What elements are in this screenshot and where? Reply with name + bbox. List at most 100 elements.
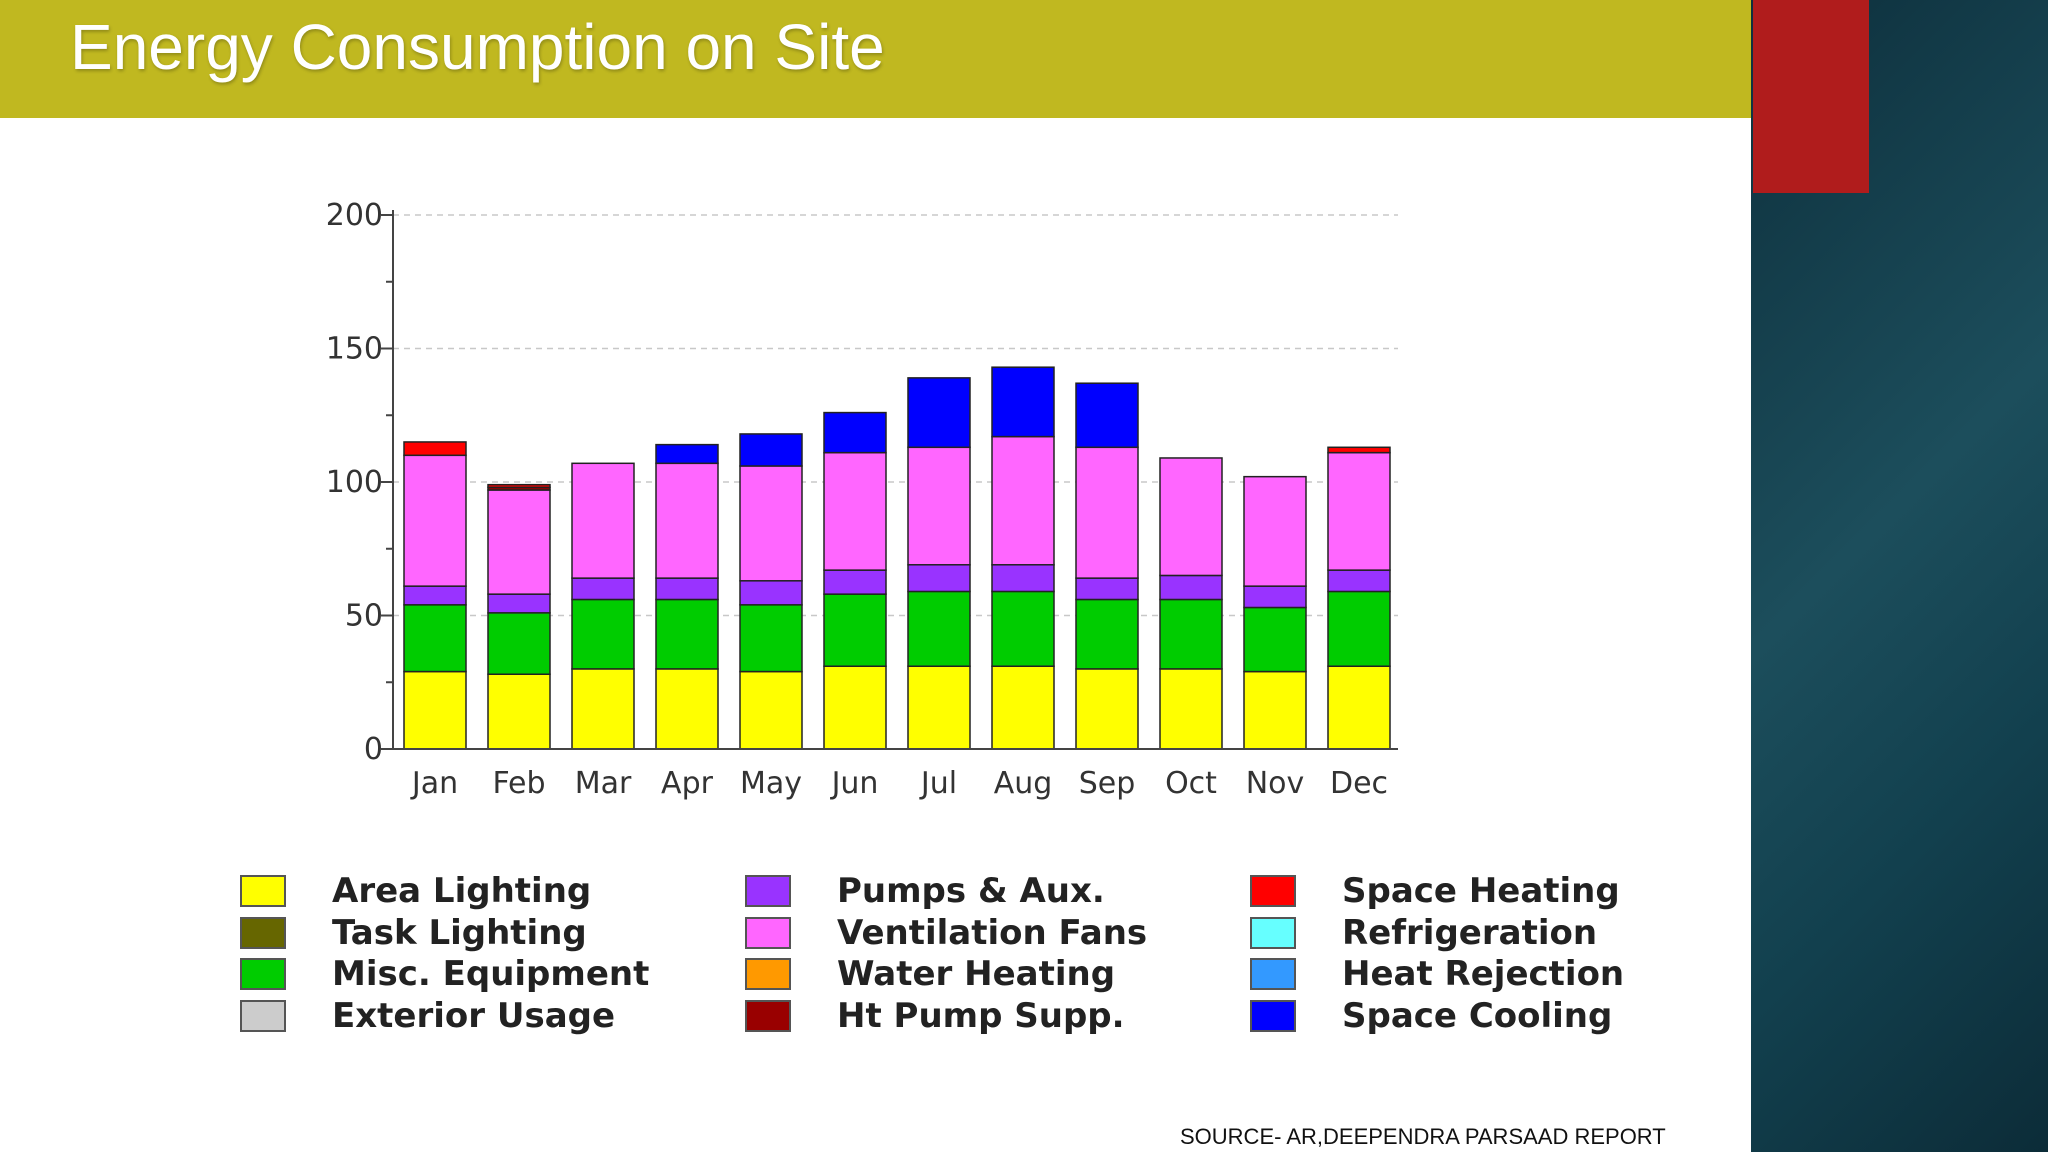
page-title: Energy Consumption on Site <box>70 11 885 83</box>
legend-label-exterior-usage: Exterior Usage <box>332 996 616 1036</box>
bar-segment-may-ventilation-fans <box>739 465 803 582</box>
bar-group-nov <box>1243 475 1307 750</box>
y-tick-label-150: 150 <box>326 332 383 367</box>
bar-group-aug <box>991 366 1055 750</box>
x-tick-label-jun: Jun <box>830 766 879 801</box>
bar-segment-feb-space-heating <box>487 483 551 489</box>
legend-swatch-exterior-usage <box>240 1000 286 1032</box>
bar-segment-jun-misc-equipment <box>823 593 887 667</box>
x-tick-label-apr: Apr <box>661 766 714 801</box>
bar-segment-jun-ventilation-fans <box>823 451 887 571</box>
bar-segment-dec-ventilation-fans <box>1327 451 1391 571</box>
bar-segment-sep-area-lighting <box>1075 668 1139 750</box>
bar-group-sep <box>1075 382 1139 750</box>
x-tick-label-jan: Jan <box>410 766 458 801</box>
x-tick-label-nov: Nov <box>1246 766 1305 801</box>
bar-segment-aug-area-lighting <box>991 665 1055 750</box>
bar-segment-feb-ventilation-fans <box>487 489 551 595</box>
bar-group-mar <box>571 462 635 750</box>
axes <box>381 210 1398 750</box>
bar-segment-feb-pumps-aux- <box>487 593 551 614</box>
legend-swatch-ht-pump-supp <box>745 1000 791 1032</box>
y-tick-labels: 0 50 100 150 200 <box>326 198 383 767</box>
legend-item-misc-equipment: Misc. Equipment <box>240 954 649 994</box>
legend-item-heat-rejection: Heat Rejection <box>1250 954 1625 994</box>
legend-label-ventilation-fans: Ventilation Fans <box>837 913 1148 953</box>
grid <box>393 214 1398 617</box>
legend-swatch-pumps-aux <box>745 875 791 907</box>
x-tick-label-dec: Dec <box>1330 766 1388 801</box>
legend-item-space-heating: Space Heating <box>1250 871 1620 911</box>
legend-swatch-heat-rejection <box>1250 958 1296 990</box>
bar-group-may <box>739 433 803 750</box>
stacked-bar-chart: 0 50 100 150 200 Jan Feb Mar Apr May Jun Jul Aug Sep… <box>326 198 1398 801</box>
bar-segment-jan-misc-equipment <box>403 604 467 673</box>
bar-group-oct <box>1159 457 1223 750</box>
source-note: SOURCE- AR,DEEPENDRA PARSAAD REPORT <box>1180 1124 1666 1149</box>
bar-segment-jul-misc-equipment <box>907 590 971 667</box>
bar-segment-mar-pumps-aux- <box>571 577 635 601</box>
bar-segment-sep-ventilation-fans <box>1075 446 1139 579</box>
legend-label-task-lighting: Task Lighting <box>332 913 587 953</box>
bar-segment-oct-ventilation-fans <box>1159 457 1223 577</box>
legend-item-ventilation-fans: Ventilation Fans <box>745 913 1148 953</box>
bar-segment-dec-space-heating <box>1327 446 1391 454</box>
legend-item-refrigeration: Refrigeration <box>1250 913 1597 953</box>
bar-segment-oct-pumps-aux- <box>1159 574 1223 601</box>
legend-label-space-cooling: Space Cooling <box>1342 996 1613 1036</box>
x-tick-label-feb: Feb <box>492 766 545 801</box>
bar-segment-mar-area-lighting <box>571 668 635 750</box>
bar-segment-aug-space-cooling <box>991 366 1055 438</box>
bar-segment-oct-area-lighting <box>1159 668 1223 750</box>
bar-segment-may-area-lighting <box>739 670 803 750</box>
bar-segment-sep-misc-equipment <box>1075 598 1139 670</box>
bar-group-dec <box>1327 446 1391 750</box>
bar-segment-jan-ventilation-fans <box>403 454 467 587</box>
bar-segment-jul-ventilation-fans <box>907 446 971 566</box>
bar-segment-mar-misc-equipment <box>571 598 635 670</box>
x-tick-label-jul: Jul <box>919 766 957 801</box>
bar-segment-jan-pumps-aux- <box>403 585 467 606</box>
bar-segment-dec-area-lighting <box>1327 665 1391 750</box>
x-tick-labels: Jan Feb Mar Apr May Jun Jul Aug Sep Oct Nov Dec <box>410 766 1388 801</box>
bar-segment-may-misc-equipment <box>739 604 803 673</box>
bar-segment-sep-pumps-aux- <box>1075 577 1139 601</box>
bar-segment-jul-area-lighting <box>907 665 971 750</box>
legend-label-ht-pump-supp: Ht Pump Supp. <box>837 996 1125 1036</box>
bar-segment-jul-pumps-aux- <box>907 564 971 593</box>
legend-label-area-lighting: Area Lighting <box>332 871 592 911</box>
title-bar: Energy Consumption on Site <box>0 0 1751 118</box>
bar-segment-nov-misc-equipment <box>1243 606 1307 673</box>
slide: Energy Consumption on Site 0 50 100 150 200 … <box>0 0 1751 1149</box>
legend-label-water-heating: Water Heating <box>837 954 1116 994</box>
bar-segment-dec-misc-equipment <box>1327 590 1391 667</box>
legend-swatch-space-cooling <box>1250 1000 1296 1032</box>
bar-segment-jun-pumps-aux- <box>823 569 887 595</box>
legend-swatch-ventilation-fans <box>745 917 791 949</box>
bar-segment-sep-space-cooling <box>1075 382 1139 449</box>
x-tick-label-mar: Mar <box>575 766 632 801</box>
y-tick-label-100: 100 <box>326 465 383 500</box>
bars <box>403 366 1391 750</box>
y-tick-label-200: 200 <box>326 198 383 233</box>
legend-label-heat-rejection: Heat Rejection <box>1342 954 1625 994</box>
legend-item-exterior-usage: Exterior Usage <box>240 996 616 1036</box>
legend: Area Lighting Task Lighting Misc. Equipmen… <box>240 871 1680 1042</box>
x-tick-label-may: May <box>740 766 802 801</box>
bar-segment-jun-area-lighting <box>823 665 887 750</box>
legend-item-area-lighting: Area Lighting <box>240 871 592 911</box>
x-tick-label-oct: Oct <box>1165 766 1217 801</box>
bar-segment-feb-area-lighting <box>487 673 551 750</box>
legend-item-ht-pump-supp: Ht Pump Supp. <box>745 996 1125 1036</box>
bar-group-jan <box>403 441 467 750</box>
bar-segment-aug-ventilation-fans <box>991 435 1055 566</box>
bar-group-jul <box>907 377 971 750</box>
legend-swatch-refrigeration <box>1250 917 1296 949</box>
bar-segment-jan-area-lighting <box>403 670 467 750</box>
bar-segment-aug-pumps-aux- <box>991 564 1055 593</box>
bar-segment-may-pumps-aux- <box>739 580 803 606</box>
legend-label-pumps-aux: Pumps & Aux. <box>837 871 1105 911</box>
legend-swatch-task-lighting <box>240 917 286 949</box>
bar-segment-feb-misc-equipment <box>487 612 551 675</box>
bar-segment-apr-space-cooling <box>655 443 719 465</box>
